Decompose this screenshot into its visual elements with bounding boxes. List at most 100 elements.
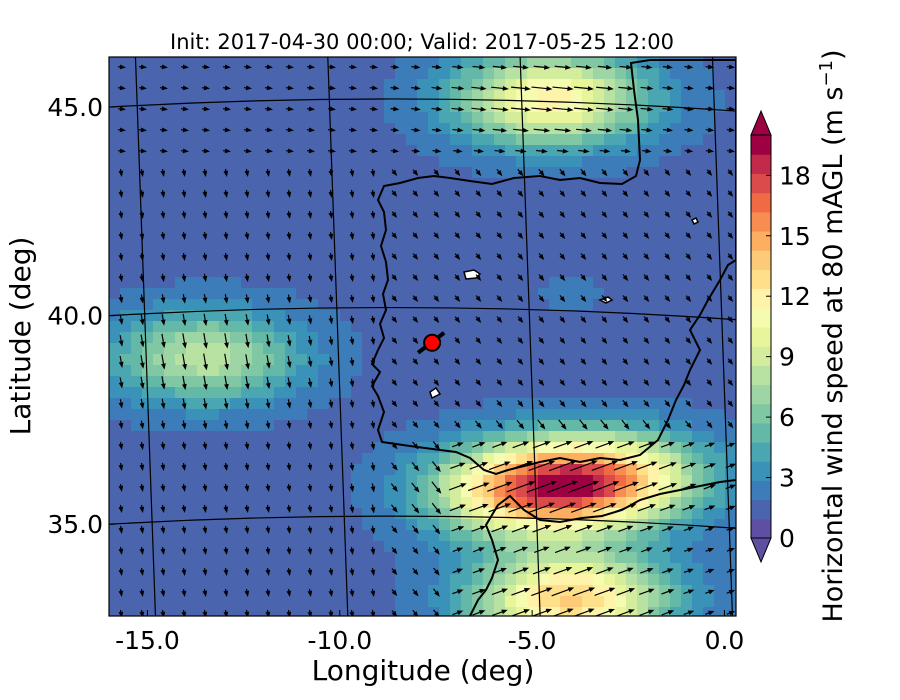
field-cell: [604, 475, 616, 487]
field-cell: [439, 145, 451, 157]
wind-vector-head: [601, 190, 608, 197]
field-cell: [142, 244, 154, 256]
field-cell: [252, 453, 264, 465]
field-cell: [241, 299, 253, 311]
field-cell: [164, 563, 176, 575]
field-cell: [670, 585, 682, 597]
field-cell: [307, 134, 319, 146]
field-cell: [164, 178, 176, 190]
field-cell: [714, 222, 726, 234]
field-cell: [395, 288, 407, 300]
field-cell: [615, 277, 627, 289]
wind-vector-head: [286, 485, 292, 492]
field-cell: [164, 453, 176, 465]
field-cell: [714, 211, 726, 223]
field-cell: [164, 200, 176, 212]
field-cell: [494, 486, 506, 498]
field-cell: [384, 189, 396, 201]
field-cell: [505, 255, 517, 267]
field-cell: [593, 530, 605, 542]
field-cell: [681, 233, 693, 245]
field-cell: [241, 453, 253, 465]
field-cell: [439, 277, 451, 289]
field-cell: [428, 178, 440, 190]
wind-vector-head: [728, 589, 736, 595]
field-cell: [318, 541, 330, 553]
field-cell: [626, 486, 638, 498]
field-cell: [450, 321, 462, 333]
wind-vector-head: [266, 127, 273, 133]
wind-vector-head: [265, 527, 271, 534]
field-cell: [725, 255, 736, 267]
wind-vector-head: [481, 462, 489, 467]
field-cell: [637, 189, 649, 201]
field-cell: [527, 387, 539, 399]
field-cell: [351, 376, 363, 388]
field-cell: [472, 497, 484, 509]
field-cell: [274, 288, 286, 300]
field-cell: [439, 486, 451, 498]
field-cell: [560, 354, 572, 366]
wind-vector-head: [118, 506, 124, 513]
wind-vector-head: [412, 379, 419, 386]
field-cell: [593, 409, 605, 421]
field-cell: [439, 178, 451, 190]
field-cell: [373, 409, 385, 421]
wind-vector-head: [181, 506, 187, 513]
field-cell: [494, 431, 506, 443]
field-cell: [186, 409, 198, 421]
wind-vector-head: [223, 212, 229, 219]
field-cell: [186, 497, 198, 509]
field-cell: [131, 497, 143, 509]
field-cell: [362, 497, 374, 509]
field-cell: [450, 200, 462, 212]
wind-vector-head: [244, 212, 250, 219]
field-cell: [505, 420, 517, 432]
field-cell: [307, 189, 319, 201]
wind-vector-head: [727, 422, 734, 429]
field-cell: [109, 189, 121, 201]
field-cell: [450, 310, 462, 322]
field-cell: [131, 57, 143, 69]
field-cell: [153, 387, 165, 399]
field-cell: [593, 541, 605, 553]
field-cell: [219, 497, 231, 509]
field-cell: [395, 354, 407, 366]
field-cell: [692, 266, 704, 278]
field-cell: [131, 420, 143, 432]
field-cell: [615, 486, 627, 498]
field-cell: [604, 464, 616, 476]
field-cell: [197, 178, 209, 190]
field-cell: [395, 112, 407, 124]
field-cell: [615, 112, 627, 124]
field-cell: [230, 596, 242, 608]
field-cell: [703, 563, 715, 575]
wind-vector-head: [265, 319, 271, 326]
field-cell: [626, 189, 638, 201]
field-cell: [373, 79, 385, 91]
colorbar-segment: [751, 135, 771, 155]
field-cell: [219, 453, 231, 465]
field-cell: [296, 288, 308, 300]
field-cell: [659, 200, 671, 212]
wind-vector-head: [477, 148, 485, 154]
wind-vector-head: [287, 148, 294, 154]
field-cell: [725, 79, 736, 91]
field-cell: [637, 574, 649, 586]
field-cell: [142, 376, 154, 388]
field-cell: [582, 321, 594, 333]
field-cell: [219, 255, 231, 267]
field-cell: [340, 189, 352, 201]
field-cell: [450, 475, 462, 487]
wind-vector-head: [391, 610, 397, 616]
wind-vector-head: [370, 170, 376, 177]
field-cell: [648, 475, 660, 487]
field-cell: [593, 343, 605, 355]
field-cell: [109, 530, 121, 542]
field-cell: [560, 244, 572, 256]
field-cell: [637, 530, 649, 542]
field-cell: [109, 453, 121, 465]
field-cell: [274, 585, 286, 597]
field-cell: [461, 453, 473, 465]
field-cell: [175, 90, 187, 102]
